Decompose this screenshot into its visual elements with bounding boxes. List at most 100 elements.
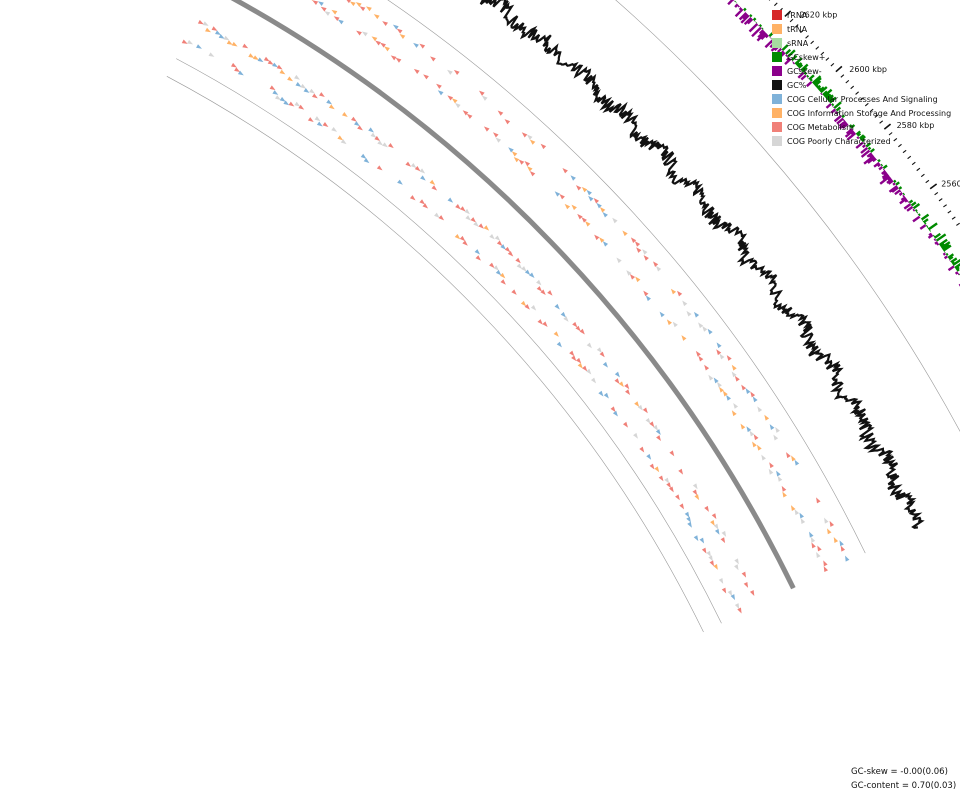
gene-arrow	[500, 279, 505, 284]
gene-arrow	[642, 249, 647, 255]
gene-arrow	[455, 103, 461, 108]
gene-arrow	[656, 266, 661, 272]
gene-arrow	[479, 91, 485, 96]
gene-arrow	[460, 206, 466, 211]
axis-tick	[935, 192, 938, 194]
gene-arrow	[582, 187, 587, 192]
legend-swatch	[772, 80, 782, 90]
gene-arrow	[559, 194, 564, 199]
legend-label: COG Metabolism	[787, 123, 854, 132]
gene-arrow	[454, 70, 460, 75]
gene-arrow	[362, 31, 368, 36]
gene-arrow	[702, 326, 707, 332]
gene-arrow	[757, 445, 762, 451]
gene-arrow	[603, 212, 608, 218]
gene-arrow	[465, 215, 471, 220]
gene-arrow	[371, 133, 377, 138]
gene-arrow	[681, 335, 686, 341]
gene-arrow	[576, 358, 581, 364]
gene-arrow	[577, 214, 582, 219]
gene-arrow	[382, 21, 388, 26]
gene-arrow	[529, 272, 534, 278]
gene-arrow	[397, 29, 403, 34]
gene-arrow	[227, 40, 233, 45]
gene-arrow	[700, 538, 705, 544]
gene-arrow	[722, 588, 726, 594]
gene-arrow	[203, 21, 209, 26]
gene-arrow	[374, 14, 380, 19]
gene-arrow	[761, 455, 766, 461]
gene-arrow	[611, 406, 616, 412]
gene-arrow	[734, 558, 738, 564]
gene-arrow	[706, 551, 711, 557]
gene-arrow	[639, 447, 644, 453]
gene-arrow	[521, 266, 526, 271]
gene-arrow	[419, 44, 425, 49]
legend-item-gc-percent: GC%	[772, 78, 951, 92]
gene-arrow	[375, 41, 381, 46]
gene-arrow	[342, 112, 348, 117]
gene-arrow	[319, 92, 325, 97]
gene-arrow	[625, 389, 630, 395]
gene-arrow	[817, 545, 821, 551]
gene-arrow	[511, 289, 516, 295]
gene-arrow	[537, 286, 542, 292]
gene-arrow	[242, 44, 248, 49]
gene-arrow	[258, 57, 264, 62]
gene-arrow	[660, 312, 665, 318]
gene-arrow	[773, 435, 778, 441]
gene-arrow	[419, 199, 425, 204]
gene-arrow	[447, 70, 453, 75]
gene-arrow	[455, 234, 461, 239]
gene-arrow	[616, 258, 621, 264]
gene-arrow	[754, 434, 759, 440]
gene-arrow	[447, 95, 453, 100]
legend-swatch	[772, 52, 782, 62]
gene-arrow	[505, 247, 510, 252]
gene-arrow	[600, 207, 605, 213]
gene-arrow	[231, 63, 237, 68]
gene-arrow	[372, 36, 378, 41]
gene-arrow	[643, 407, 648, 413]
gene-arrow	[521, 301, 526, 307]
gene-arrow	[264, 57, 270, 62]
gene-arrow	[270, 85, 276, 90]
gene-arrow	[719, 354, 724, 360]
gc-content-stat: GC-content = 0.70(0.03)	[851, 779, 956, 793]
gene-arrow	[816, 552, 820, 558]
gene-arrow	[733, 403, 738, 409]
gene-arrow	[350, 1, 356, 6]
gene-arrow	[594, 235, 599, 241]
gene-arrow	[464, 209, 470, 214]
gene-arrow	[604, 393, 609, 399]
legend-label: tRNA	[787, 25, 807, 34]
gene-arrow	[613, 411, 618, 417]
gene-arrow	[750, 392, 755, 398]
axis-tick	[948, 211, 951, 213]
axis-tick-label: 2560 kbp	[941, 180, 960, 189]
gene-arrow	[635, 277, 640, 283]
gene-arrow	[633, 433, 638, 439]
gene-arrow	[646, 454, 651, 460]
gene-arrow	[624, 384, 629, 390]
gene-arrow	[400, 34, 406, 39]
gene-arrow	[452, 98, 458, 103]
gene-arrow	[527, 135, 533, 140]
gene-arrow	[571, 205, 576, 210]
gene-arrow	[182, 39, 188, 43]
gene-arrow	[565, 204, 570, 209]
gene-arrow	[824, 566, 828, 572]
gene-arrow	[405, 162, 411, 167]
gene-arrow	[234, 67, 240, 72]
gene-arrow	[588, 196, 593, 201]
gene-arrow	[685, 512, 690, 518]
gene-arrow	[600, 352, 605, 358]
axis-tick	[908, 156, 911, 158]
gene-arrow	[563, 316, 568, 322]
gene-arrow	[253, 55, 259, 60]
gene-arrow	[554, 304, 559, 310]
axis-tick	[917, 168, 920, 170]
gene-arrow	[300, 84, 306, 89]
gene-arrow	[557, 342, 562, 348]
gene-arrow	[496, 137, 502, 142]
